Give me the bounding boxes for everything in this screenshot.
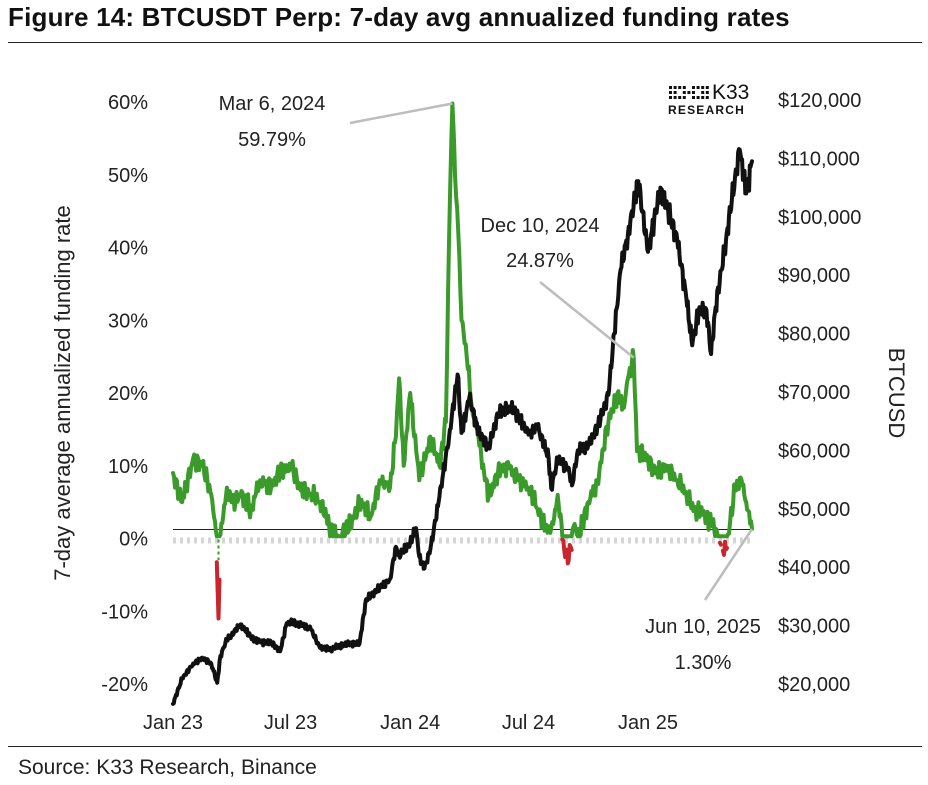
left-tick-label: 0%	[119, 529, 148, 551]
logo-dot	[692, 96, 695, 99]
negative-funding-segment	[717, 540, 723, 547]
logo-dot	[669, 86, 672, 89]
logo-dot	[701, 91, 705, 94]
annotation-leader	[349, 102, 453, 125]
source-note: Source: K33 Research, Binance	[18, 756, 317, 779]
annotation-value: 1.30%	[675, 652, 732, 674]
right-tick-label: $50,000	[778, 499, 850, 521]
right-tick-label: $110,000	[778, 148, 860, 170]
negative-funding-segment	[720, 539, 729, 557]
left-tick-label: -20%	[101, 674, 148, 696]
right-axis-label: BTCUSD	[884, 348, 909, 438]
logo-dot	[673, 91, 677, 94]
source-rule	[8, 746, 922, 747]
k33-logo: K33 RESEARCH	[668, 81, 749, 117]
annotation-leader	[703, 528, 754, 601]
right-tick-label: $120,000	[778, 90, 861, 112]
logo-dot	[696, 96, 700, 99]
x-axis-ticks: Jan 23 Jul 23 Jan 24 Jul 24 Jan 25	[143, 712, 678, 734]
right-tick-label: $30,000	[778, 616, 850, 638]
annotation-date: Jun 10, 2025	[645, 616, 761, 638]
logo-dot	[678, 86, 682, 89]
negative-funding-segment	[560, 537, 574, 566]
annotations: Mar 6, 2024 59.79% Dec 10, 2024 24.87% Jun 1…	[219, 93, 761, 674]
k33-logo-mark-icon	[669, 86, 709, 99]
logo-dot	[701, 86, 705, 89]
left-tick-label: 30%	[108, 310, 148, 332]
left-tick-label: 20%	[108, 383, 148, 405]
logo-dot	[696, 86, 700, 89]
logo-dot	[701, 96, 705, 99]
logo-dot	[682, 91, 686, 94]
right-tick-label: $70,000	[778, 382, 850, 404]
logo-dot	[692, 86, 695, 89]
x-tick-label: Jan 25	[618, 712, 678, 734]
logo-dot	[682, 86, 686, 89]
annotation-date: Dec 10, 2024	[481, 215, 600, 237]
annotation-date: Mar 6, 2024	[219, 93, 326, 115]
title-rule	[8, 42, 922, 43]
annotation-value: 59.79%	[238, 129, 306, 151]
logo-dot	[669, 91, 672, 94]
logo-dot	[682, 96, 686, 99]
logo-dot	[705, 96, 709, 99]
logo-wordmark: K33	[712, 81, 749, 104]
logo-dot	[673, 96, 677, 99]
left-tick-label: 10%	[108, 456, 148, 478]
annotation-value: 24.87%	[506, 250, 574, 272]
right-axis-ticks: $120,000 $110,000 $100,000 $90,000 $80,000 $7…	[778, 90, 861, 696]
right-tick-label: $60,000	[778, 440, 850, 462]
left-axis-ticks: 60% 50% 40% 30% 20% 10% 0% -10% -20%	[101, 92, 148, 696]
funding-rate-line	[171, 101, 754, 539]
left-tick-label: 40%	[108, 238, 148, 260]
series-layer	[171, 101, 754, 706]
right-tick-label: $20,000	[778, 674, 850, 696]
annotation-leader	[539, 281, 635, 359]
x-tick-label: Jul 23	[264, 712, 317, 734]
x-tick-label: Jan 24	[380, 712, 440, 734]
left-tick-label: 50%	[108, 165, 148, 187]
logo-dot	[669, 96, 672, 99]
left-axis-label: 7-day average annualized funding rate	[50, 205, 75, 581]
logo-dot	[692, 91, 695, 94]
x-tick-label: Jan 23	[143, 712, 203, 734]
logo-subtitle: RESEARCH	[668, 103, 745, 117]
x-tick-label: Jul 24	[502, 712, 555, 734]
right-tick-label: $100,000	[778, 207, 861, 229]
right-tick-label: $90,000	[778, 265, 850, 287]
logo-dot	[687, 91, 691, 94]
right-tick-label: $40,000	[778, 557, 850, 579]
logo-dot	[673, 86, 677, 89]
logo-dot	[705, 91, 709, 94]
left-tick-label: -10%	[101, 601, 148, 623]
left-tick-label: 60%	[108, 92, 148, 114]
right-tick-label: $80,000	[778, 324, 850, 346]
logo-dot	[705, 86, 709, 89]
figure-title: Figure 14: BTCUSDT Perp: 7-day avg annua…	[8, 2, 790, 32]
logo-dot	[678, 96, 682, 99]
negative-funding-segment	[214, 560, 222, 621]
btcusd-price-line	[171, 147, 754, 706]
